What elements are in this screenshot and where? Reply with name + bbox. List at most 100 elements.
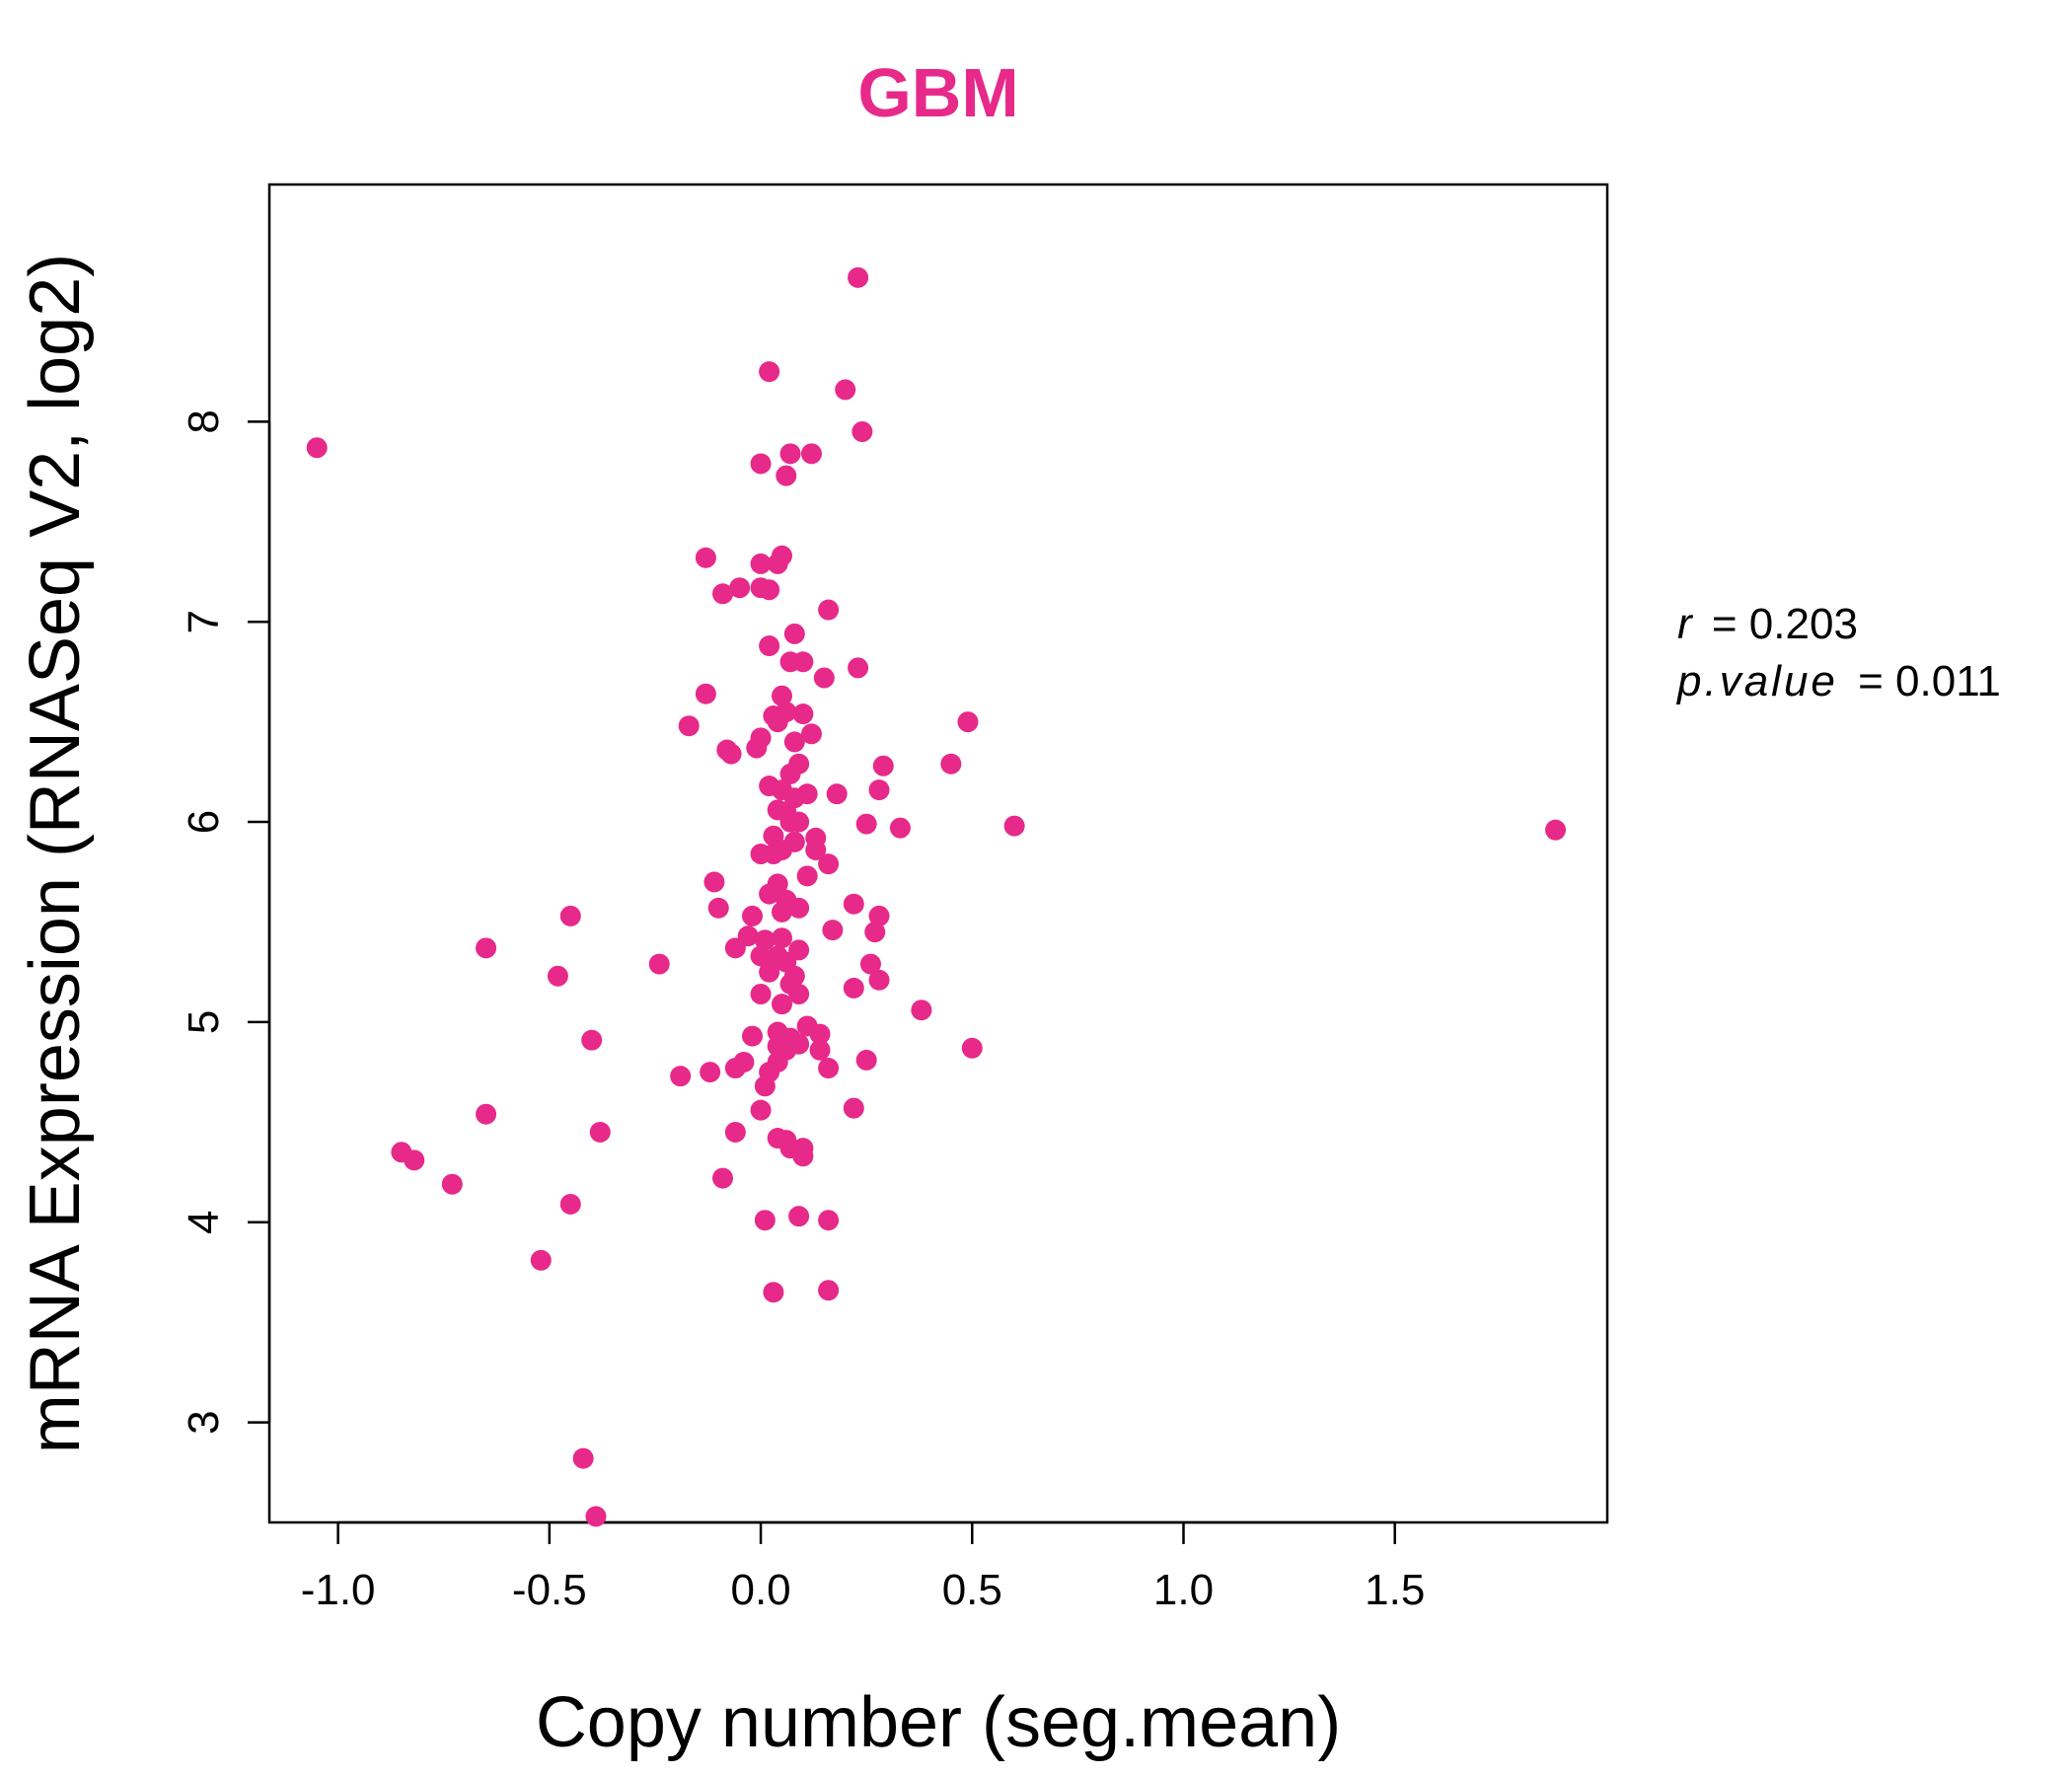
data-point (859, 953, 881, 975)
data-point (792, 1146, 814, 1167)
data-point (741, 905, 763, 926)
data-point (729, 577, 751, 599)
y-tick-label: 7 (180, 610, 228, 633)
y-axis-label: mRNA Expression (RNASeq V2, log2) (16, 254, 95, 1453)
data-point (911, 999, 932, 1021)
data-point (763, 1282, 784, 1303)
y-tick-label: 6 (180, 810, 228, 834)
data-point (864, 922, 886, 943)
data-point (741, 1025, 763, 1047)
data-point (711, 1167, 733, 1189)
data-point (559, 1193, 581, 1215)
data-point (1003, 815, 1025, 837)
data-point (771, 901, 792, 923)
data-point (759, 361, 780, 383)
data-point (724, 937, 746, 959)
data-point (767, 711, 788, 733)
data-point (957, 711, 979, 733)
y-axis: 3 4 5 6 7 8 (180, 409, 271, 1435)
data-point (767, 553, 788, 574)
data-point (788, 983, 810, 1004)
data-point (796, 865, 818, 887)
data-point (700, 1062, 721, 1083)
x-tick-label: 0.0 (730, 1566, 790, 1614)
data-point (648, 953, 670, 975)
data-point (843, 893, 864, 915)
data-point (750, 983, 772, 1004)
x-tick-label: -0.5 (512, 1566, 587, 1614)
x-axis-label: Copy number (seg.mean) (536, 1683, 1341, 1762)
data-point (750, 553, 772, 574)
x-tick-label: 0.5 (942, 1566, 1002, 1614)
data-point (868, 779, 890, 801)
p-value-value: = 0.011 (1858, 657, 2001, 705)
data-point (800, 443, 822, 465)
data-point (771, 685, 792, 706)
data-point (746, 737, 768, 759)
data-point (1545, 819, 1567, 841)
data-point (835, 379, 856, 401)
data-point (711, 583, 733, 605)
p-value-annotation: p.value = 0.011 (1675, 657, 2001, 705)
data-point (678, 715, 700, 737)
data-point (779, 443, 801, 465)
data-point (720, 743, 742, 765)
data-point (868, 905, 890, 926)
data-point (855, 1049, 877, 1071)
r-annotation: r = 0.203 (1677, 600, 1858, 648)
data-point (754, 1075, 776, 1097)
data-point (872, 755, 894, 777)
data-point (703, 871, 725, 893)
data-point (848, 657, 869, 679)
y-tick-label: 8 (180, 409, 228, 433)
data-point (771, 927, 792, 949)
r-value: = 0.203 (1712, 600, 1858, 648)
data-point (779, 811, 801, 833)
data-point (805, 839, 827, 860)
correlation-annotation: r = 0.203 p.value = 0.011 (1675, 600, 2001, 705)
data-point (809, 1039, 831, 1061)
data-point (818, 599, 840, 621)
data-point (818, 853, 840, 875)
data-point (759, 883, 780, 905)
data-point (792, 703, 814, 725)
data-point (855, 813, 877, 835)
data-point (670, 1066, 692, 1087)
x-tick-label: 1.5 (1365, 1566, 1425, 1614)
data-point (771, 994, 792, 1015)
data-point (754, 929, 776, 951)
plot-frame (267, 183, 1609, 1524)
data-point (868, 969, 890, 991)
data-point (848, 266, 869, 288)
data-point (695, 683, 716, 704)
data-point (961, 1037, 983, 1059)
data-point (724, 1058, 746, 1079)
data-point (813, 667, 835, 689)
data-point (809, 1023, 831, 1045)
x-tick-label: -1.0 (301, 1566, 376, 1614)
data-point (843, 1097, 864, 1119)
data-point (530, 1249, 552, 1271)
data-point (851, 421, 873, 443)
data-point (750, 453, 772, 475)
data-point (759, 961, 780, 983)
data-point (754, 1210, 776, 1231)
data-point (404, 1149, 425, 1171)
data-point (889, 817, 911, 839)
data-point (826, 783, 848, 805)
data-point (771, 839, 792, 860)
data-point (750, 945, 772, 967)
data-point (818, 1058, 840, 1079)
data-point (547, 965, 568, 987)
data-point (559, 905, 581, 926)
p-value-label: p.value (1675, 657, 1838, 705)
data-point (589, 1121, 611, 1143)
data-points (306, 266, 1567, 1527)
y-tick-label: 4 (180, 1210, 228, 1233)
data-point (476, 937, 497, 959)
data-point (783, 623, 805, 644)
data-point (750, 1099, 772, 1121)
data-point (788, 1206, 810, 1227)
data-point (843, 977, 864, 999)
data-point (940, 753, 962, 775)
